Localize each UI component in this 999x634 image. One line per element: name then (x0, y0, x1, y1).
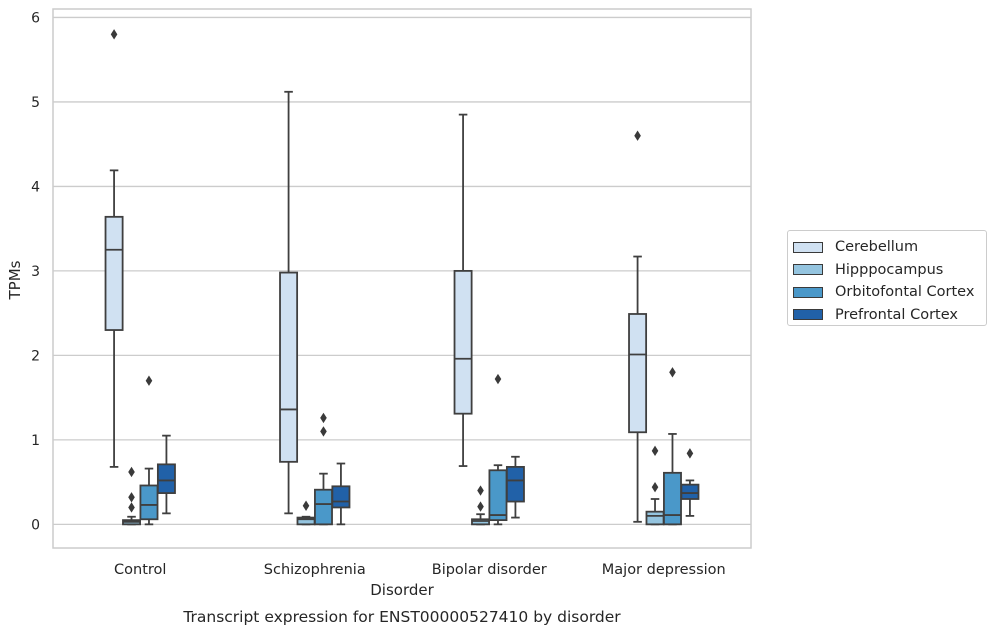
plot-frame (52, 8, 752, 549)
box (279, 271, 299, 463)
legend-swatch (793, 286, 823, 298)
legend-item-prefrontal-cortex: Prefrontal Cortex (793, 304, 986, 327)
outlier-point (651, 481, 659, 493)
box (139, 484, 159, 521)
chart-title: Transcript expression for ENST0000052741… (182, 608, 621, 626)
legend-label: Prefrontal Cortex (835, 306, 958, 323)
y-axis-ticks: 0 1 2 3 4 5 6 (31, 10, 40, 533)
legend-item-hippocampus: Hipppocampus (793, 259, 986, 282)
outlier-point (634, 130, 641, 141)
y-tick-label: 6 (31, 10, 40, 26)
outlier-point (110, 29, 118, 40)
box (104, 215, 124, 331)
outlier-point (128, 502, 135, 513)
box (314, 488, 333, 526)
y-tick-label: 0 (31, 517, 40, 533)
outlier-point (686, 448, 694, 459)
box (680, 483, 700, 500)
legend-label: Hipppocampus (835, 261, 944, 278)
box (156, 463, 176, 494)
box (628, 313, 648, 434)
outlier-point (477, 501, 484, 512)
outlier-point (320, 412, 327, 424)
outlier-point (669, 367, 676, 378)
box (645, 510, 665, 526)
x-tick-label: Bipolar disorder (432, 562, 547, 578)
legend-item-orbitofrontal-cortex: Orbitofontal Cortex (793, 281, 986, 304)
box (663, 471, 682, 526)
outlier-point (302, 500, 310, 511)
box (488, 469, 508, 522)
legend-label: Cerebellum (835, 239, 919, 256)
y-tick-label: 3 (31, 264, 40, 280)
legend-swatch (793, 241, 823, 253)
outlier-point (128, 466, 135, 478)
box-series (104, 29, 700, 526)
outlier-point (145, 375, 153, 386)
x-tick-label: Control (114, 562, 166, 578)
x-axis-ticks: Control Schizophrenia Bipolar disorder Majo… (114, 562, 726, 578)
gridlines (53, 16, 751, 525)
y-axis-label: TPMs (6, 260, 24, 300)
y-tick-label: 4 (31, 179, 40, 195)
outlier-point (494, 373, 502, 385)
legend: Cerebellum Hipppocampus Orbitofontal Cor… (787, 230, 987, 326)
box (453, 269, 473, 415)
x-axis-label: Disorder (370, 581, 434, 599)
outlier-point (320, 426, 327, 437)
box (331, 485, 351, 509)
legend-swatch (793, 264, 823, 276)
box (505, 465, 525, 503)
legend-item-cerebellum: Cerebellum (793, 236, 986, 259)
y-tick-label: 2 (31, 348, 40, 364)
y-tick-label: 1 (31, 433, 40, 449)
x-tick-label: Major depression (602, 562, 726, 578)
outlier-point (128, 492, 135, 503)
outlier-point (651, 445, 659, 457)
x-tick-label: Schizophrenia (264, 562, 366, 578)
outlier-point (477, 485, 484, 496)
legend-label: Orbitofontal Cortex (835, 284, 975, 301)
y-tick-label: 5 (31, 95, 40, 111)
legend-swatch (793, 309, 823, 321)
